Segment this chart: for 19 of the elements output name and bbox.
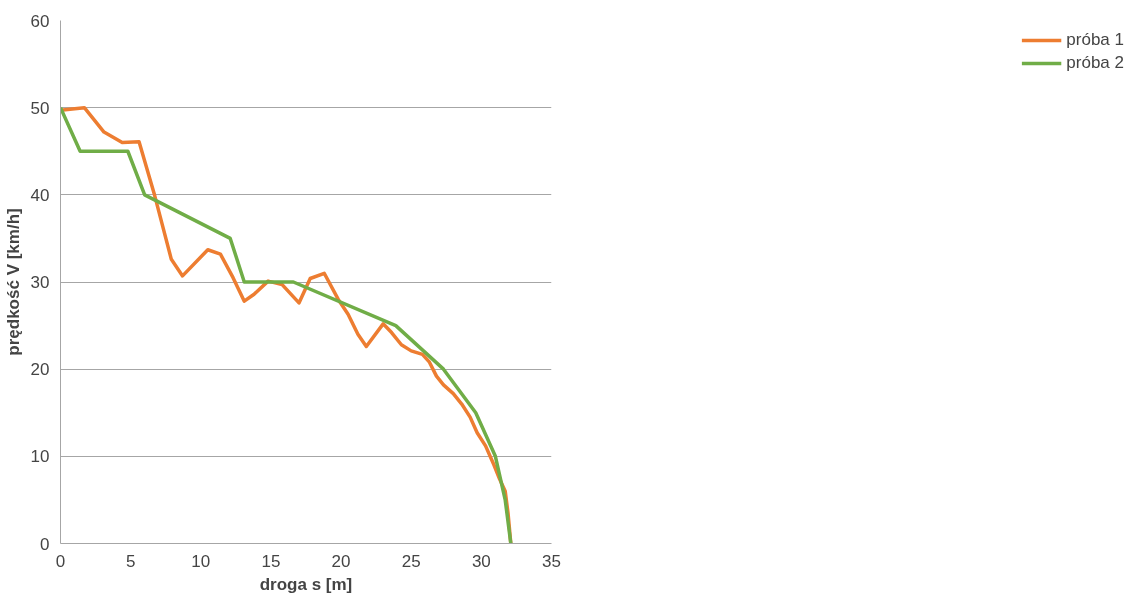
legend-label: próba 2 xyxy=(1066,53,1124,73)
x-tick-label: 30 xyxy=(471,551,491,571)
y-tick-label: 30 xyxy=(30,273,50,292)
x-tick-label: 5 xyxy=(125,551,136,571)
x-tick-label: 35 xyxy=(542,551,561,571)
x-axis-title: droga s [m] xyxy=(259,574,353,594)
y-axis-title: prędkość V [km/h] xyxy=(3,208,23,356)
x-tick-label: 0 xyxy=(55,551,66,571)
x-tick-label: 25 xyxy=(401,551,421,571)
y-tick-label: 0 xyxy=(40,534,50,554)
y-tick-label: 20 xyxy=(30,360,50,380)
y-tick-label: 10 xyxy=(30,447,50,467)
y-tick-label: 40 xyxy=(30,185,50,205)
x-tick-label: 20 xyxy=(331,551,351,571)
y-tick-label: 50 xyxy=(30,98,50,118)
legend-label: próba 1 xyxy=(1066,30,1124,50)
x-tick-label: 15 xyxy=(261,551,281,571)
y-tick-label: 60 xyxy=(30,11,50,31)
x-tick-label: 10 xyxy=(191,551,211,571)
